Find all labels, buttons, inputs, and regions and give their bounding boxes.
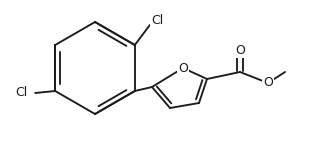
Text: O: O — [178, 61, 188, 75]
Text: Cl: Cl — [15, 86, 27, 100]
Text: O: O — [263, 77, 273, 89]
Text: O: O — [235, 43, 245, 57]
Text: Cl: Cl — [152, 14, 164, 28]
